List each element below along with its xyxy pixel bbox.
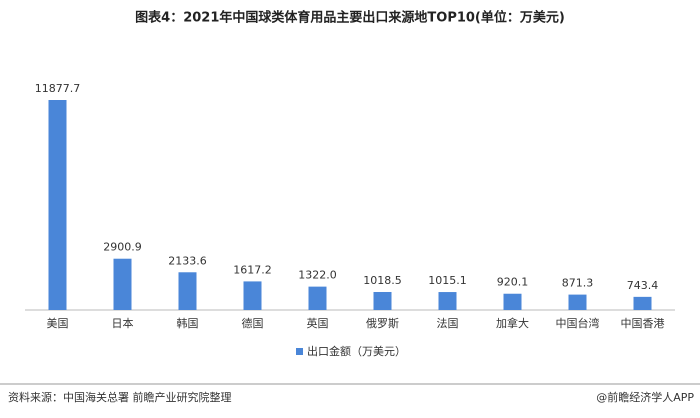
value-label: 743.4 [627,279,659,292]
x-tick-label: 日本 [112,316,134,330]
legend-swatch [296,348,303,355]
x-tick-label: 法国 [437,316,459,330]
legend-label: 出口金额（万美元） [307,344,406,358]
value-label: 871.3 [562,277,594,290]
bar [243,281,262,310]
value-label: 1322.0 [298,269,337,282]
value-label: 1018.5 [363,274,402,287]
bar [113,258,132,310]
bar [503,293,522,310]
x-tick-label: 加拿大 [496,316,529,330]
x-tick-label: 美国 [47,317,69,330]
bar [438,292,457,310]
value-label: 11877.7 [35,82,81,95]
bar [178,272,197,310]
value-label: 2133.6 [168,254,207,267]
bar [373,291,392,310]
value-label: 2900.9 [103,241,142,254]
x-tick-label: 韩国 [177,316,199,330]
value-label: 920.1 [497,276,529,289]
x-tick-label: 俄罗斯 [366,317,399,330]
chart-title: 图表4：2021年中国球类体育用品主要出口来源地TOP10(单位：万美元) [135,10,565,26]
bar [308,286,327,310]
x-tick-label: 中国台湾 [556,316,600,330]
footer: @前瞻经济学人APP [596,390,694,404]
value-label: 1617.2 [233,263,272,276]
x-tick-label: 德国 [242,316,264,330]
x-tick-label: 英国 [307,316,329,330]
value-label: 1015.1 [428,274,467,287]
bar [48,100,67,310]
bar [633,296,652,310]
source: 资料来源：中国海关总署 前瞻产业研究院整理 [8,390,232,404]
x-tick-label: 中国香港 [621,317,665,330]
bar [568,294,587,310]
